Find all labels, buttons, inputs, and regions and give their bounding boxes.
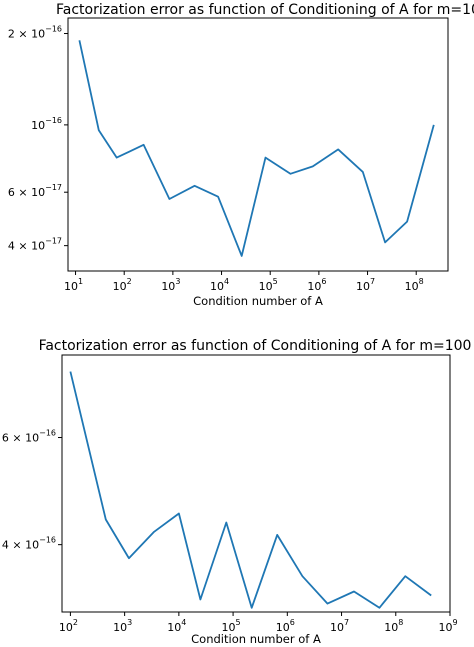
y-tick-label: 4 × 10−16 (2, 536, 56, 552)
x-tick-label: 107 (356, 277, 375, 293)
y-axis-ticks: 2 × 10−16 10−16 6 × 10−17 4 × 10−17 (8, 25, 68, 253)
x-axis-label: Condition number of A (193, 294, 323, 308)
plot-frame (67, 17, 449, 272)
y-tick-label: 4 × 10−17 (8, 237, 62, 253)
x-tick-label: 109 (438, 618, 457, 634)
x-tick-label: 102 (59, 618, 78, 634)
plot-frame (61, 354, 451, 613)
x-tick-label: 102 (113, 277, 132, 293)
x-tick-label: 105 (259, 277, 278, 293)
x-tick-label: 103 (161, 277, 180, 293)
chart-bottom: Factorization error as function of Condi… (2, 338, 472, 646)
y-tick-label: 6 × 10−16 (2, 429, 56, 445)
y-axis-ticks: 6 × 10−16 4 × 10−16 (2, 429, 62, 552)
chart-top: Factorization error as function of Condi… (8, 2, 474, 308)
x-tick-label: 106 (307, 277, 326, 293)
series-line (69, 371, 432, 609)
x-tick-label: 106 (276, 618, 295, 634)
x-axis-ticks: 101 102 103 104 105 106 107 108 (64, 271, 424, 293)
x-tick-label: 108 (405, 277, 424, 293)
x-tick-label: 104 (210, 277, 229, 293)
chart-title: Factorization error as function of Condi… (39, 338, 472, 354)
y-tick-label: 6 × 10−17 (8, 183, 62, 199)
chart-title: Factorization error as function of Condi… (56, 2, 474, 18)
x-tick-label: 104 (167, 618, 186, 634)
x-tick-label: 103 (113, 618, 132, 634)
y-tick-label: 2 × 10−16 (8, 25, 62, 41)
x-axis-ticks: 102 103 104 105 106 107 108 109 (59, 612, 458, 634)
y-tick-label: 10−16 (31, 116, 62, 132)
x-axis-label: Condition number of A (191, 632, 321, 646)
x-tick-label: 105 (222, 618, 241, 634)
x-tick-label: 101 (64, 277, 83, 293)
x-tick-label: 107 (330, 618, 349, 634)
x-tick-label: 108 (384, 618, 403, 634)
series-line (78, 40, 435, 257)
